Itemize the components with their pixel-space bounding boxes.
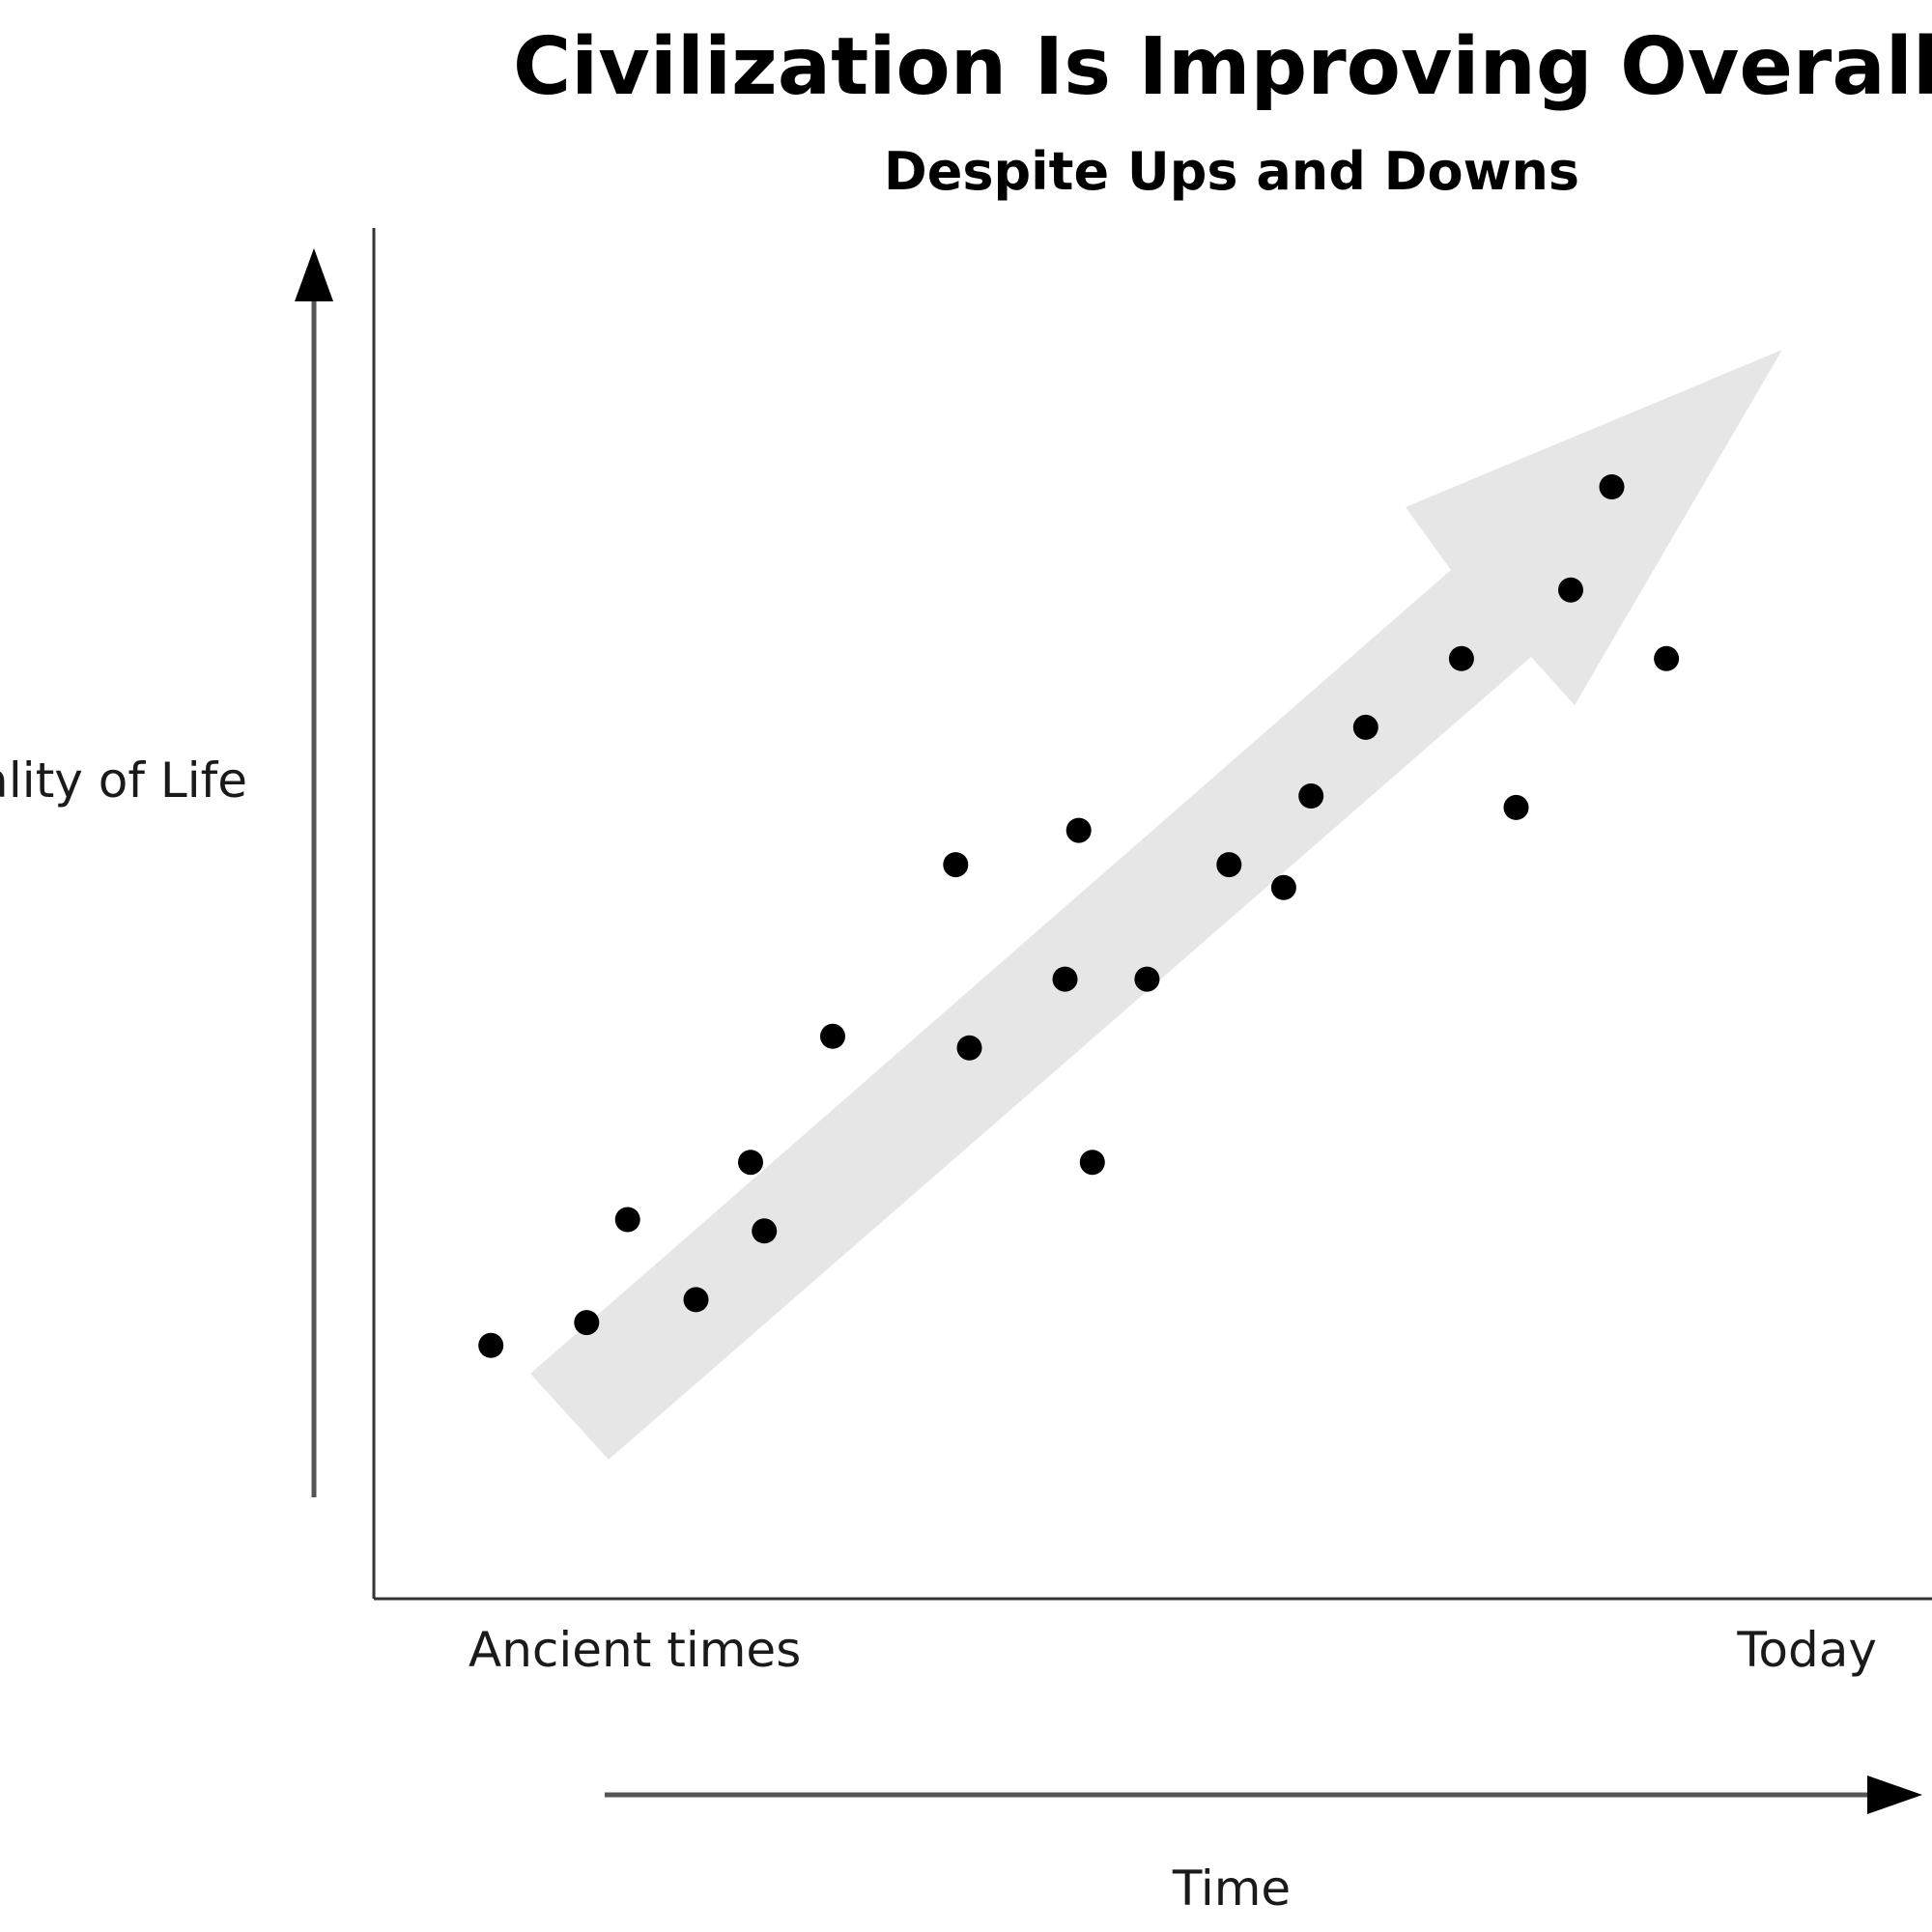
data-point-7: [820, 1023, 845, 1049]
data-point-5: [738, 1150, 763, 1176]
data-point-2: [574, 1310, 600, 1336]
x-tick-label-end: Today: [1736, 1622, 1877, 1678]
data-point-8: [943, 852, 969, 878]
data-point-11: [1065, 817, 1092, 843]
data-point-19: [1503, 794, 1529, 820]
data-point-15: [1270, 874, 1296, 900]
data-point-6: [752, 1218, 778, 1244]
data-point-9: [956, 1035, 982, 1061]
data-point-13: [1134, 966, 1160, 992]
chart-subtitle: Despite Ups and Downs: [884, 141, 1579, 202]
data-point-21: [1599, 474, 1625, 499]
data-point-17: [1352, 714, 1378, 740]
points-layer: [478, 474, 1680, 1358]
y-direction-arrowhead: [295, 248, 333, 301]
data-point-18: [1448, 645, 1474, 671]
data-point-3: [614, 1207, 640, 1233]
data-point-4: [683, 1287, 709, 1313]
x-axis-label: Time: [1172, 1861, 1291, 1917]
data-point-14: [1216, 852, 1242, 878]
data-point-1: [478, 1332, 504, 1358]
data-point-10: [1052, 966, 1078, 992]
y-axis-label: Quality of Life: [0, 753, 247, 809]
data-point-12: [1079, 1150, 1105, 1176]
data-point-20: [1558, 577, 1583, 603]
x-tick-label-start: Ancient times: [469, 1622, 801, 1678]
data-point-22: [1654, 645, 1680, 671]
trend-arrow: [530, 350, 1782, 1460]
x-direction-arrowhead: [1867, 1776, 1922, 1814]
chart-title: Civilization Is Improving Overall: [513, 21, 1932, 113]
data-point-16: [1298, 783, 1324, 809]
